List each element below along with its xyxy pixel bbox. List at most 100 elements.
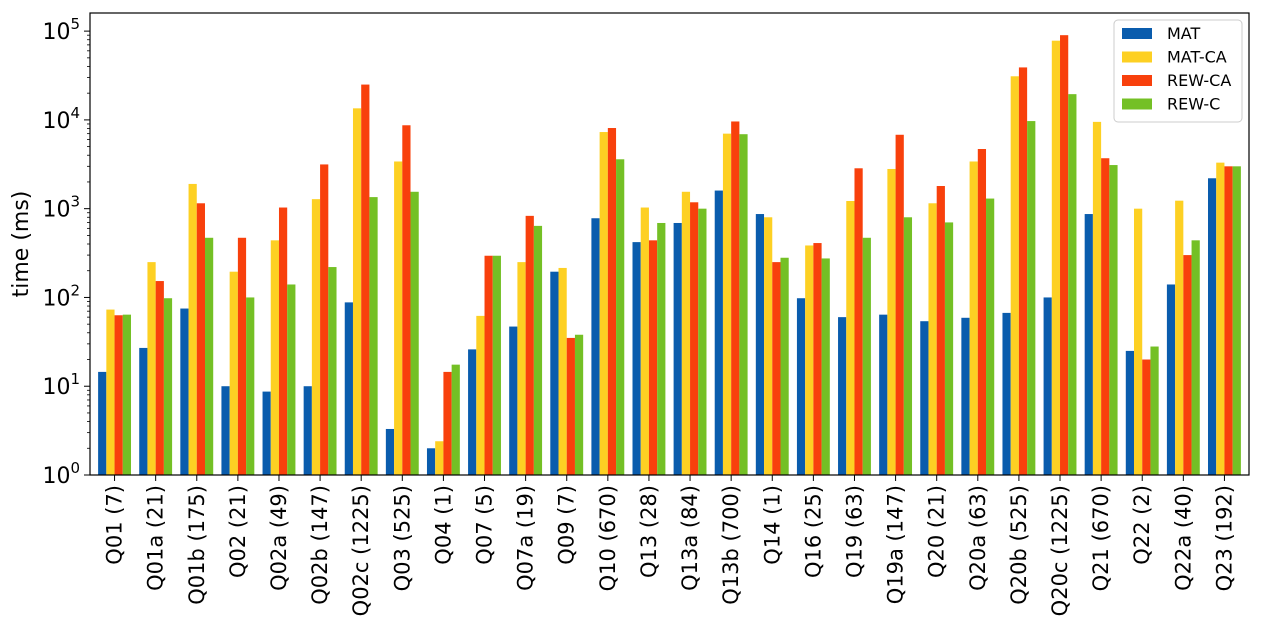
bar-rew-ca-16 <box>772 262 781 475</box>
bar-rew-c-3 <box>246 297 255 475</box>
bar-mat-26 <box>1166 284 1176 475</box>
bar-rew-ca-0 <box>114 315 123 475</box>
bar-mat-ca-19 <box>887 168 896 476</box>
bar-rew-ca-24 <box>1101 158 1110 476</box>
bar-mat-ca-2 <box>188 183 197 475</box>
bar-mat-8 <box>426 448 436 475</box>
bar-rew-c-0 <box>122 314 131 475</box>
bar-mat-ca-25 <box>1134 208 1143 476</box>
x-tick-label: Q19a (147) <box>884 485 908 604</box>
x-tick-label: Q07a (19) <box>514 485 538 591</box>
bar-mat-9 <box>468 349 477 475</box>
bar-rew-c-8 <box>451 364 460 475</box>
x-tick-label: Q01b (175) <box>185 485 209 605</box>
bar-mat-ca-12 <box>599 132 608 475</box>
x-tick-label: Q16 (25) <box>801 485 825 578</box>
legend: MAT MAT-CA REW-CA REW-C <box>1113 19 1243 123</box>
y-tick-label: 101 <box>42 370 80 400</box>
x-tick-label: Q13 (28) <box>637 485 661 578</box>
x-tick-label: Q02a (49) <box>267 485 291 591</box>
bar-rew-ca-18 <box>854 168 863 476</box>
bar-rew-c-23 <box>1068 94 1077 476</box>
bar-rew-c-26 <box>1191 240 1200 475</box>
bar-mat-ca-23 <box>1051 40 1061 475</box>
bar-mat-ca-27 <box>1216 162 1225 475</box>
y-tick-label: 104 <box>42 104 80 134</box>
x-tick-label: Q20a (63) <box>966 485 990 591</box>
x-tick-label: Q19 (63) <box>842 485 866 578</box>
x-tick-label: Q20b (525) <box>1007 485 1031 605</box>
x-tick-label: Q01a (21) <box>144 485 168 591</box>
bar-rew-ca-26 <box>1183 255 1192 475</box>
bar-mat-ca-20 <box>928 203 937 475</box>
bar-rew-c-10 <box>533 225 543 475</box>
bar-rew-ca-21 <box>977 149 987 475</box>
bar-rew-c-24 <box>1109 165 1118 476</box>
bar-mat-ca-5 <box>311 199 321 475</box>
bar-rew-ca-3 <box>237 237 247 475</box>
x-tick-label: Q13a (84) <box>678 485 702 591</box>
legend-swatch-mat-ca <box>1122 51 1152 63</box>
bar-mat-14 <box>673 222 682 475</box>
bar-mat-22 <box>1002 312 1011 475</box>
legend-box <box>1113 19 1243 123</box>
bar-rew-c-11 <box>574 334 584 475</box>
bar-rew-c-1 <box>163 298 173 475</box>
bar-rew-c-16 <box>780 257 789 475</box>
bar-mat-6 <box>344 302 353 475</box>
bar-mat-10 <box>509 326 518 475</box>
bar-mat-5 <box>303 386 312 475</box>
bar-rew-c-2 <box>204 237 214 475</box>
legend-label-rew-ca: REW-CA <box>1167 71 1231 90</box>
bar-rew-c-25 <box>1150 346 1159 475</box>
x-tick-label: Q07 (5) <box>473 485 497 565</box>
bar-mat-ca-4 <box>270 240 279 475</box>
bar-mat-12 <box>591 218 600 475</box>
bar-rew-ca-15 <box>731 121 740 475</box>
bar-mat-ca-15 <box>722 133 732 475</box>
bar-rew-c-6 <box>369 197 378 475</box>
bar-rew-c-27 <box>1232 166 1241 475</box>
bar-mat-13 <box>632 242 641 475</box>
legend-label-mat: MAT <box>1167 24 1201 43</box>
x-axis-ticks: Q01 (7) Q01a (21) Q01b (175) Q02 (21) Q02a (… <box>103 475 1236 616</box>
bar-mat-ca-17 <box>805 245 814 475</box>
x-tick-label: Q10 (670) <box>596 485 620 591</box>
bar-rew-c-14 <box>698 208 707 476</box>
bar-rew-c-21 <box>986 198 995 475</box>
bar-mat-ca-1 <box>147 262 156 475</box>
bar-mat-1 <box>139 347 148 475</box>
bar-mat-7 <box>385 428 395 475</box>
bar-rew-ca-2 <box>196 203 205 475</box>
bar-mat-17 <box>796 298 806 475</box>
bar-mat-27 <box>1208 178 1217 475</box>
legend-swatch-mat <box>1122 28 1152 39</box>
bar-rew-ca-13 <box>648 240 658 475</box>
bar-mat-21 <box>961 317 970 475</box>
y-axis-ticks: 100 101 102 103 104 105 <box>42 15 90 489</box>
x-tick-label: Q21 (670) <box>1089 485 1113 591</box>
bar-mat-ca-6 <box>352 108 362 475</box>
bar-mat-15 <box>714 190 723 476</box>
bar-mat-ca-3 <box>229 271 238 475</box>
bar-rew-ca-27 <box>1224 166 1233 475</box>
bar-rew-c-17 <box>821 258 830 475</box>
bar-rew-ca-14 <box>690 202 699 476</box>
bar-mat-2 <box>180 308 189 475</box>
bar-rew-c-5 <box>328 267 337 475</box>
x-tick-label: Q02b (147) <box>308 485 332 605</box>
bar-rew-c-9 <box>492 255 501 475</box>
bar-mat-4 <box>262 391 271 475</box>
x-tick-label: Q13b (700) <box>719 485 743 605</box>
y-tick-label: 102 <box>42 281 80 311</box>
bar-rew-ca-7 <box>402 125 411 476</box>
x-tick-label: Q20 (21) <box>925 485 949 578</box>
bar-mat-19 <box>879 314 888 475</box>
bar-rew-ca-10 <box>525 215 534 476</box>
bar-rew-ca-1 <box>155 281 164 475</box>
bar-rew-c-15 <box>739 134 748 475</box>
x-tick-label: Q03 (525) <box>390 485 414 591</box>
bar-mat-ca-21 <box>969 161 978 476</box>
bar-rew-c-19 <box>903 217 913 475</box>
